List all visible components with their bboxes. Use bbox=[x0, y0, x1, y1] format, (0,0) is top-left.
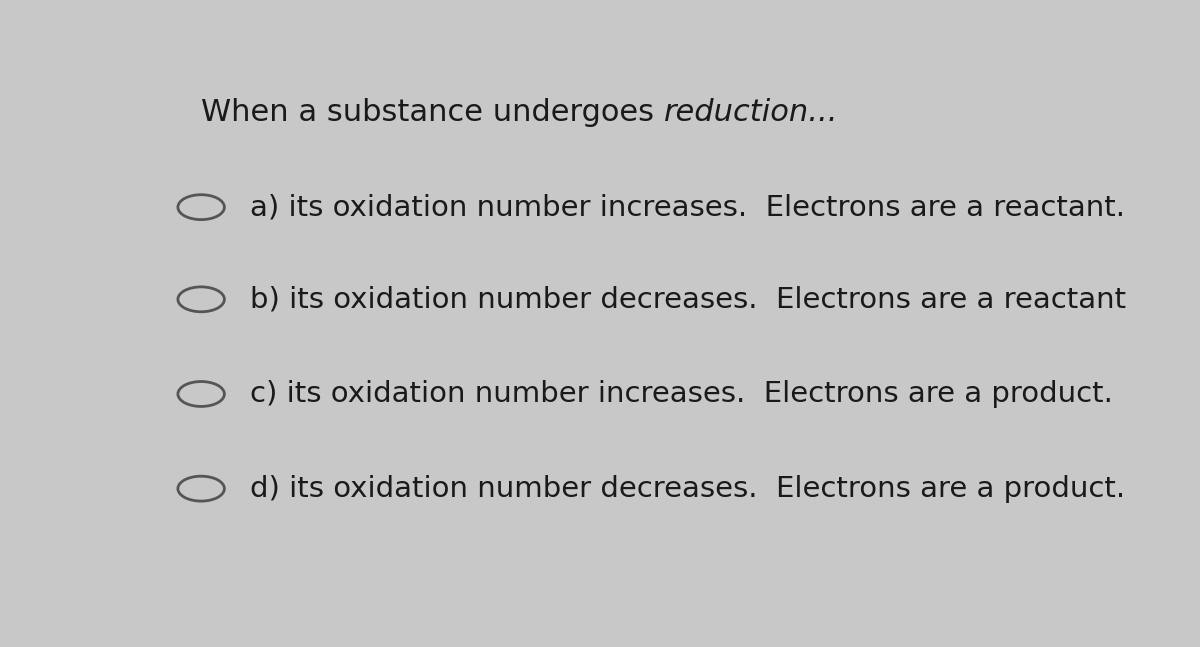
Text: b) its oxidation number decreases.  Electrons are a reactant: b) its oxidation number decreases. Elect… bbox=[251, 285, 1127, 313]
Text: d) its oxidation number decreases.  Electrons are a product.: d) its oxidation number decreases. Elect… bbox=[251, 475, 1126, 503]
Text: reduction...: reduction... bbox=[664, 98, 839, 127]
Text: c) its oxidation number increases.  Electrons are a product.: c) its oxidation number increases. Elect… bbox=[251, 380, 1114, 408]
Text: When a substance undergoes: When a substance undergoes bbox=[202, 98, 664, 127]
Text: a) its oxidation number increases.  Electrons are a reactant.: a) its oxidation number increases. Elect… bbox=[251, 193, 1126, 221]
